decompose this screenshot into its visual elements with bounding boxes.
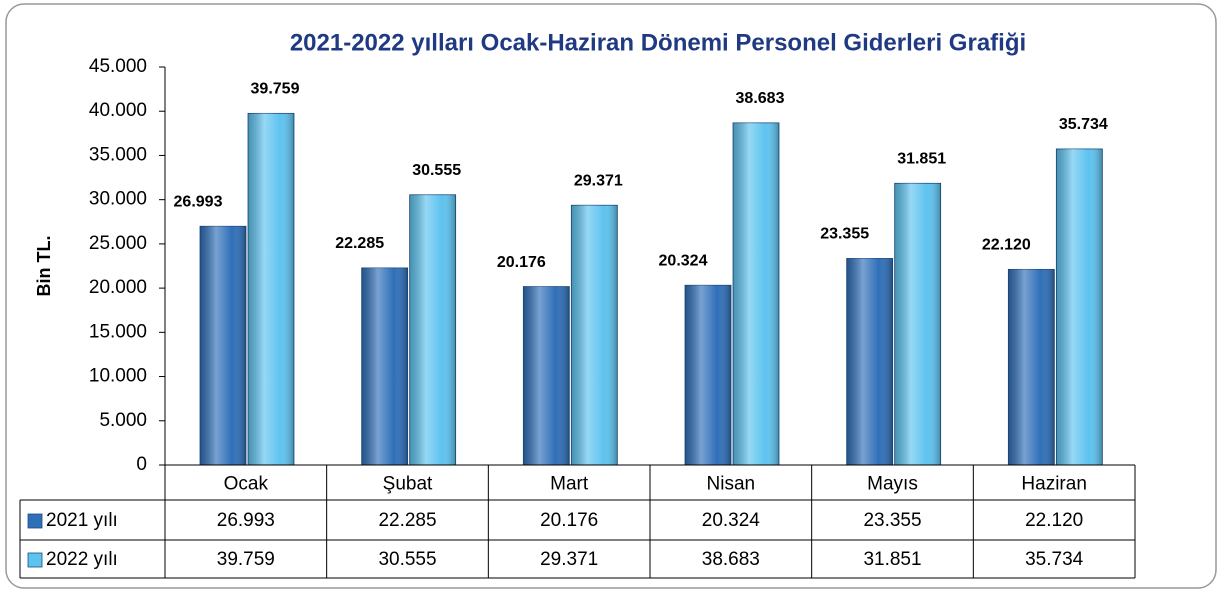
x-tick-label: Nisan: [707, 474, 756, 495]
bar: [732, 122, 780, 466]
data-label: 30.555: [412, 162, 461, 179]
x-tick-label: Mart: [550, 474, 589, 495]
bar: [1007, 268, 1055, 466]
table-cell: 30.555: [378, 549, 436, 570]
y-tick-label: 15.000: [89, 321, 147, 342]
table-cell: 35.734: [1025, 549, 1084, 570]
table-cell: 20.324: [702, 510, 761, 531]
bar: [199, 225, 247, 466]
table-cell: 38.683: [702, 549, 760, 570]
y-tick-label: 20.000: [89, 277, 147, 298]
data-label: 20.176: [497, 254, 546, 271]
bar: [684, 284, 732, 466]
table-cell: 31.851: [863, 549, 921, 570]
chart-title: 2021-2022 yılları Ocak-Haziran Dönemi Pe…: [290, 29, 1026, 56]
data-label: 26.993: [174, 193, 223, 210]
data-label: 39.759: [251, 81, 300, 98]
data-label: 38.683: [736, 90, 785, 107]
x-tick-label: Ocak: [224, 474, 269, 495]
bar: [247, 112, 295, 466]
bar: [570, 204, 618, 466]
legend-swatch: [27, 552, 43, 568]
legend-label: 2021 yılı: [46, 510, 118, 531]
bar: [894, 182, 942, 466]
table-cell: 23.355: [863, 510, 921, 531]
y-tick-label: 35.000: [89, 144, 147, 165]
bar: [1055, 148, 1103, 466]
table-cell: 22.120: [1025, 510, 1083, 531]
data-label: 29.371: [574, 172, 623, 189]
y-axis-label: Bin TL.: [34, 236, 54, 297]
data-label: 20.324: [659, 252, 708, 269]
x-tick-label: Şubat: [383, 474, 433, 495]
data-label: 31.851: [897, 151, 946, 168]
table-cell: 29.371: [540, 549, 598, 570]
y-tick-label: 5.000: [99, 410, 147, 431]
data-label: 22.285: [335, 235, 384, 252]
legend-label: 2022 yılı: [46, 549, 118, 570]
x-tick-label: Mayıs: [867, 474, 918, 495]
y-tick-label: 45.000: [89, 56, 147, 77]
table-cell: 22.285: [378, 510, 436, 531]
y-tick-label: 25.000: [89, 233, 147, 254]
data-label: 35.734: [1059, 116, 1108, 133]
data-label: 22.120: [982, 237, 1031, 254]
data-label: 23.355: [820, 226, 869, 243]
bar: [846, 258, 894, 466]
y-tick-label: 10.000: [89, 366, 147, 387]
y-tick-label: 40.000: [89, 100, 147, 121]
y-tick-label: 30.000: [89, 189, 147, 210]
bar: [522, 286, 570, 466]
x-tick-label: Haziran: [1021, 474, 1086, 495]
bar: [409, 194, 457, 466]
y-tick-label: 0: [136, 454, 147, 475]
table-cell: 39.759: [217, 549, 275, 570]
table-cell: 20.176: [540, 510, 598, 531]
table-cell: 26.993: [217, 510, 275, 531]
legend-swatch: [27, 513, 43, 529]
bar: [361, 267, 409, 466]
